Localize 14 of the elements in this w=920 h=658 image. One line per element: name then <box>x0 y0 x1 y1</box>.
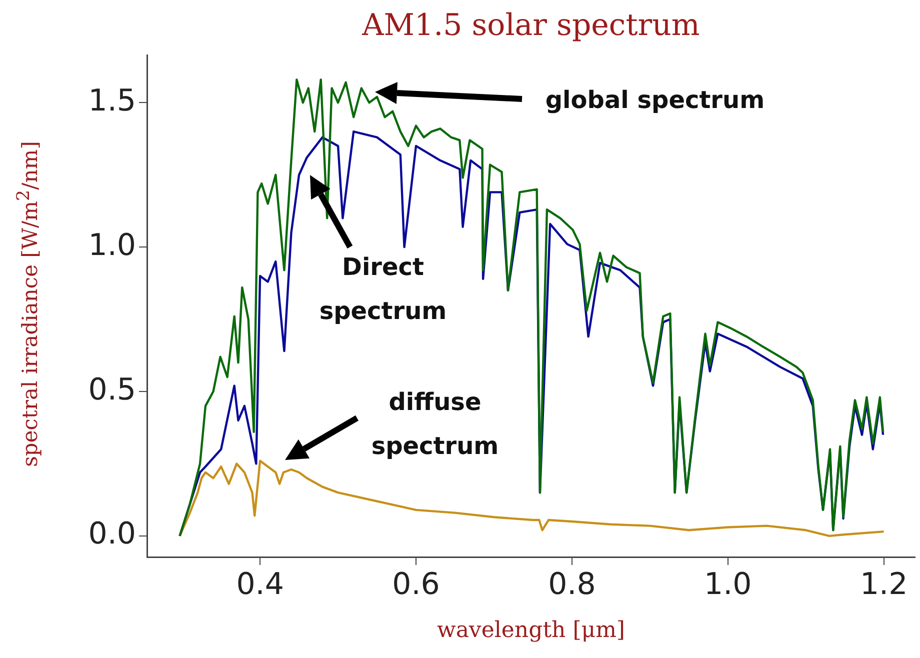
chart-title: AM1.5 solar spectrum <box>361 8 701 43</box>
y-tick-label: 1.5 <box>88 83 136 118</box>
x-axis-title: wavelength [μm] <box>436 618 626 643</box>
x-tick-label: 1.2 <box>860 566 908 602</box>
y-tick-label: 0.0 <box>88 516 136 552</box>
x-tick-label: 0.6 <box>392 566 440 602</box>
annotation: diffuse spectrum <box>370 387 500 462</box>
x-tick-label: 1.0 <box>704 566 752 602</box>
annotation: Direct spectrum <box>318 252 448 327</box>
y-tick-label: 1.0 <box>88 228 136 263</box>
annotation: global spectrum <box>544 85 766 116</box>
x-tick-label: 0.4 <box>236 566 284 602</box>
y-tick-label: 0.5 <box>88 372 136 408</box>
x-tick-label: 0.8 <box>548 566 596 602</box>
